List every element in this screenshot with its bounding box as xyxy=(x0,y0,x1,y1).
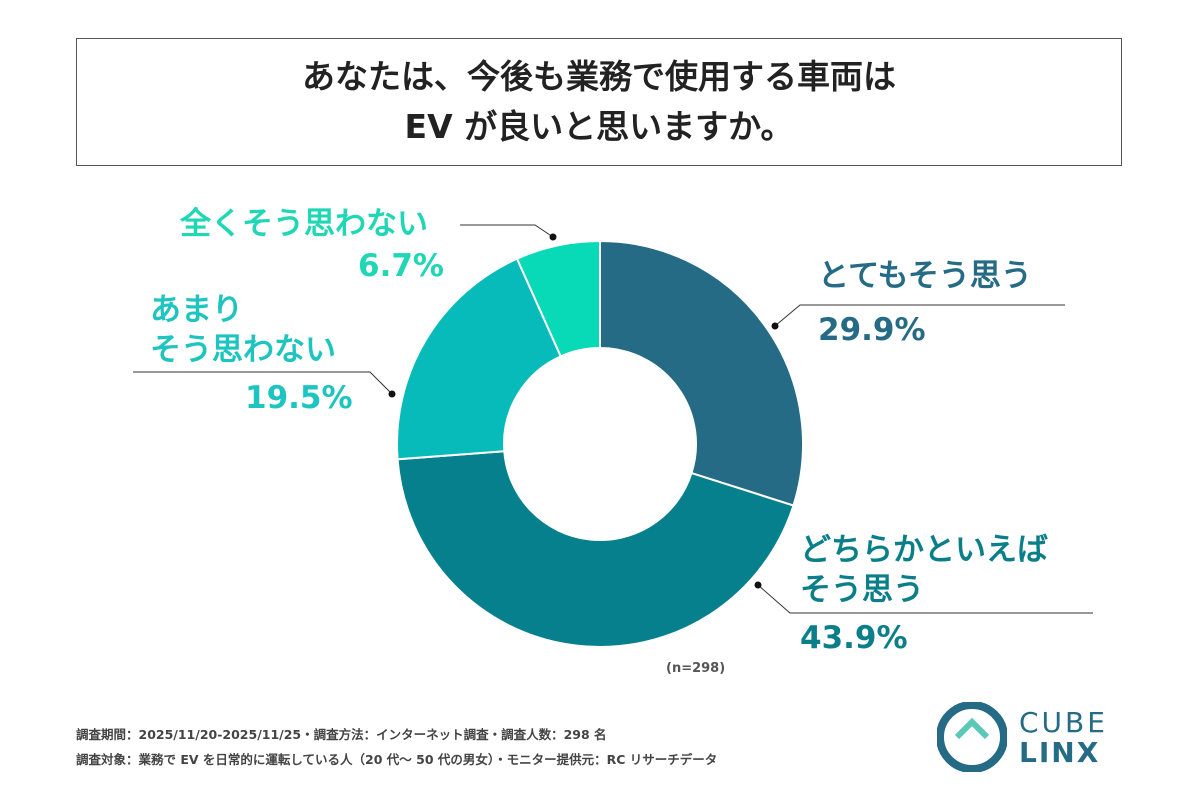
sample-size: (n=298) xyxy=(666,661,726,676)
logo-text-2: LINX xyxy=(1019,736,1101,769)
leader-line-1 xyxy=(757,584,1093,614)
slice-label-2: あまり そう思わない xyxy=(150,292,336,368)
donut-slice-0 xyxy=(599,239,804,507)
title-line-2: EV が良いと思いますか。 xyxy=(404,107,794,146)
slice-value-1: 43.9% xyxy=(800,620,908,656)
leader-dot-3 xyxy=(549,233,557,241)
leader-line-0 xyxy=(774,304,1065,327)
donut-slice-2 xyxy=(396,257,563,461)
slice-value-2: 19.5% xyxy=(245,380,353,416)
logo-text-1: CUBE xyxy=(1019,706,1108,739)
slice-value-0: 29.9% xyxy=(818,312,926,348)
footer-line-1: 調査期間：2025/11/20-2025/11/25・調査方法：インターネット調… xyxy=(76,727,607,742)
chart-title: あなたは、今後も業務で使用する車両は EV が良いと思いますか。 xyxy=(76,38,1122,166)
donut-slice-3 xyxy=(515,239,601,358)
logo-mark-icon xyxy=(937,702,1007,772)
leader-lines xyxy=(133,224,1093,614)
slice-value-3: 6.7% xyxy=(358,248,444,284)
title-line-1: あなたは、今後も業務で使用する車両は xyxy=(302,57,896,96)
leader-dot-0 xyxy=(771,322,779,330)
donut-slice-1 xyxy=(396,450,795,648)
slice-label-1: どちらかといえば そう思う xyxy=(800,532,1048,608)
logo: CUBE LINX xyxy=(937,702,1127,772)
footer-line-2: 調査対象：業務で EV を日常的に運転している人（20 代～ 50 代の男女）・… xyxy=(76,752,718,767)
slice-label-3: 全くそう思わない xyxy=(180,206,428,242)
leader-line-3 xyxy=(460,224,554,238)
slice-label-0: とてもそう思う xyxy=(818,258,1032,294)
leader-dot-2 xyxy=(388,390,396,398)
leader-line-2 xyxy=(133,371,393,395)
leader-dot-1 xyxy=(754,581,762,589)
